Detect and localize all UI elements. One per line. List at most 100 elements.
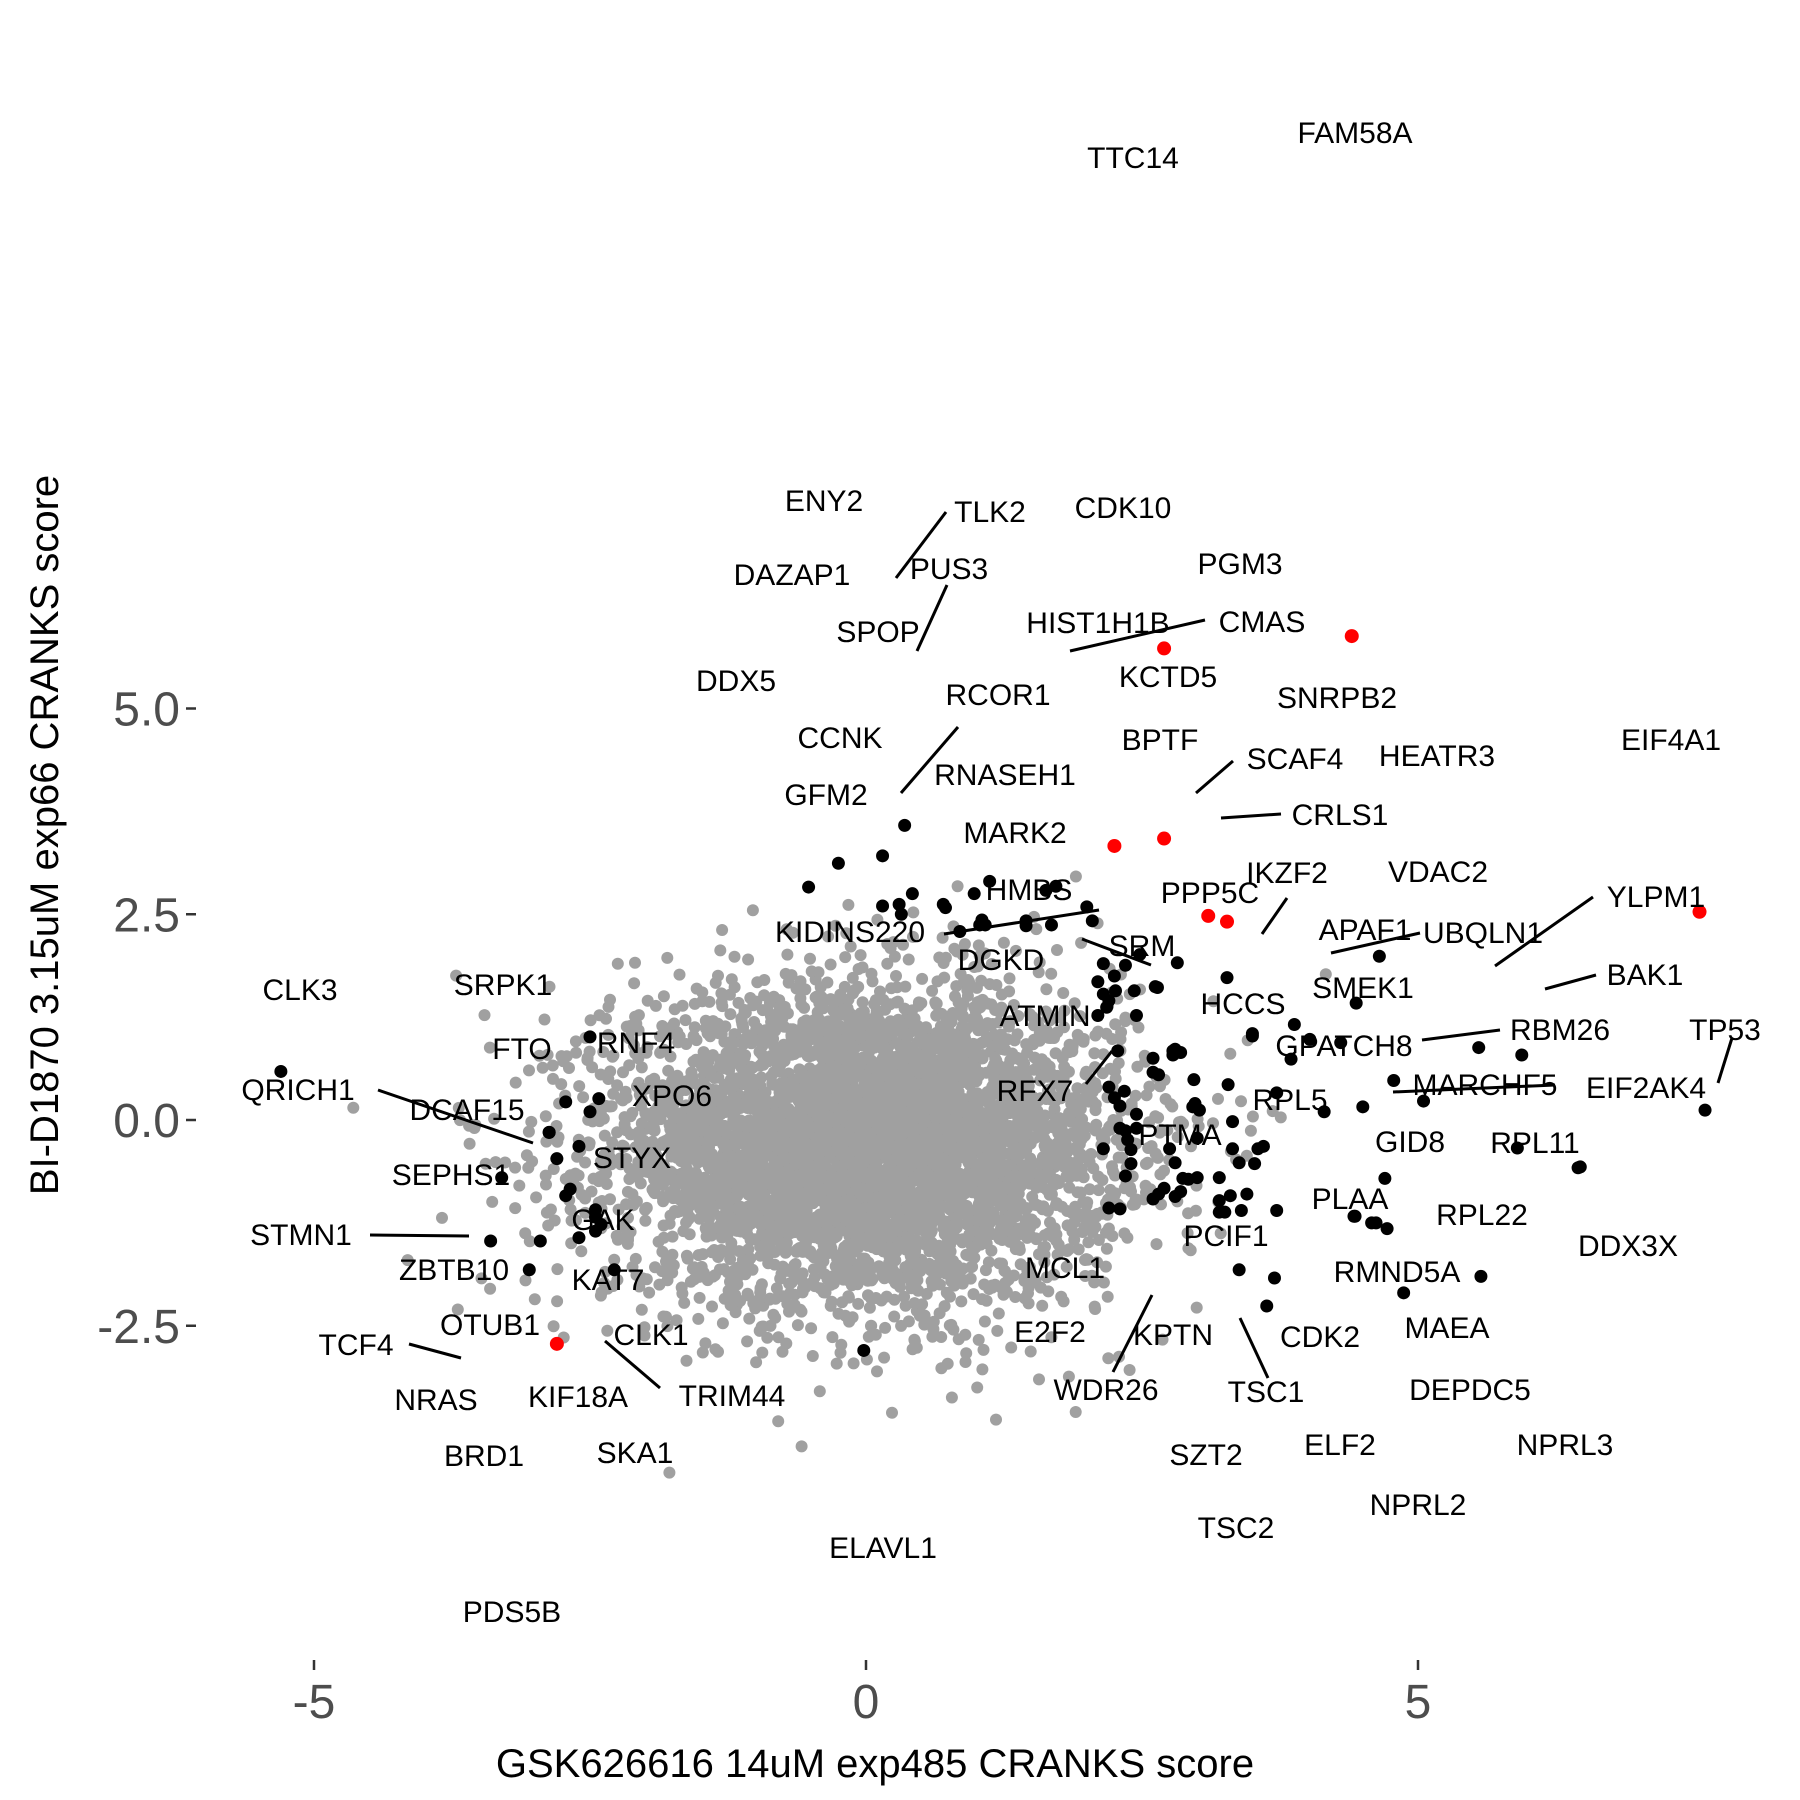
- background-point: [961, 984, 974, 997]
- background-point: [898, 1290, 911, 1303]
- background-point: [774, 1059, 787, 1072]
- background-point: [913, 1309, 926, 1322]
- background-point: [1089, 1104, 1102, 1117]
- background-point: [984, 1175, 997, 1188]
- background-point: [788, 1266, 801, 1278]
- background-point: [569, 1167, 582, 1180]
- background-point: [639, 1214, 652, 1227]
- background-point: [951, 880, 964, 893]
- background-point: [935, 1078, 948, 1091]
- background-point: [1082, 1236, 1095, 1249]
- background-point: [958, 938, 971, 951]
- background-point: [951, 1091, 964, 1103]
- background-point: [878, 1351, 891, 1364]
- background-point: [1125, 1185, 1137, 1198]
- background-point: [790, 982, 803, 995]
- background-point: [564, 1203, 577, 1216]
- background-point: [1062, 1370, 1075, 1383]
- background-point: [605, 1100, 618, 1113]
- background-point: [767, 1097, 780, 1110]
- background-point: [908, 1335, 921, 1348]
- background-point: [970, 981, 983, 994]
- background-point: [982, 1256, 995, 1269]
- background-point: [585, 1185, 598, 1198]
- background-point: [543, 980, 556, 993]
- background-point: [784, 1287, 797, 1300]
- background-point: [1088, 1300, 1101, 1313]
- background-point: [1010, 1210, 1023, 1223]
- background-point: [489, 1156, 502, 1169]
- background-point: [1070, 1118, 1083, 1131]
- background-point: [725, 1035, 738, 1048]
- background-point: [946, 1007, 959, 1019]
- background-point: [779, 967, 792, 980]
- background-point: [680, 1249, 693, 1262]
- background-point: [709, 1085, 722, 1098]
- background-point: [1033, 956, 1046, 969]
- background-point: [733, 1262, 746, 1275]
- background-point: [972, 939, 985, 952]
- background-point: [663, 1028, 676, 1041]
- background-point: [1080, 1199, 1093, 1212]
- background-point: [865, 967, 878, 980]
- background-point: [992, 1307, 1005, 1320]
- background-point: [767, 1129, 780, 1142]
- background-point: [874, 1228, 887, 1241]
- background-point: [1092, 1234, 1105, 1246]
- background-point: [1061, 1219, 1074, 1232]
- background-point: [906, 1128, 919, 1141]
- background-point: [1074, 1010, 1086, 1023]
- background-point: [479, 1157, 492, 1170]
- background-point: [680, 1180, 693, 1193]
- background-point: [996, 1181, 1009, 1194]
- background-point: [716, 1317, 729, 1330]
- background-point: [696, 1248, 709, 1261]
- background-point: [701, 1178, 714, 1191]
- background-point: [1024, 1345, 1037, 1358]
- background-point: [1066, 1045, 1079, 1058]
- background-point: [1189, 1204, 1202, 1217]
- background-point: [1089, 1029, 1102, 1042]
- background-point: [575, 1245, 588, 1258]
- background-point: [742, 953, 755, 966]
- background-point: [875, 1264, 888, 1277]
- background-point: [708, 1115, 721, 1128]
- background-point: [607, 1049, 620, 1062]
- background-point: [756, 1132, 769, 1145]
- background-point: [1088, 1276, 1101, 1289]
- background-point: [647, 1109, 660, 1122]
- background-point: [890, 970, 902, 982]
- background-point: [799, 1281, 812, 1294]
- background-point: [724, 1220, 737, 1233]
- background-point: [742, 1188, 755, 1201]
- background-point: [899, 1261, 912, 1274]
- background-point: [959, 1356, 972, 1368]
- background-point: [933, 1307, 946, 1320]
- background-point: [880, 1045, 893, 1058]
- background-point: [1063, 1243, 1075, 1256]
- background-point: [661, 951, 674, 964]
- background-point: [976, 1293, 988, 1306]
- background-point: [541, 1048, 554, 1061]
- background-point: [1007, 1269, 1020, 1282]
- background-point: [1119, 1011, 1132, 1024]
- background-point: [1319, 968, 1332, 981]
- background-point: [797, 1117, 810, 1130]
- background-point: [841, 1002, 854, 1015]
- background-point: [806, 1219, 819, 1231]
- background-point: [822, 930, 835, 943]
- background-point: [523, 1235, 536, 1248]
- background-point: [975, 1067, 988, 1079]
- background-point: [854, 1204, 867, 1217]
- background-point: [996, 1257, 1008, 1270]
- background-point: [557, 1055, 570, 1068]
- background-point: [846, 1217, 859, 1230]
- background-point: [854, 949, 867, 962]
- background-point: [728, 950, 741, 963]
- background-point: [933, 1209, 946, 1222]
- background-point: [682, 1213, 695, 1226]
- background-point: [887, 936, 900, 949]
- background-point: [1102, 1352, 1115, 1365]
- background-point: [1049, 1095, 1061, 1108]
- background-point: [881, 957, 894, 970]
